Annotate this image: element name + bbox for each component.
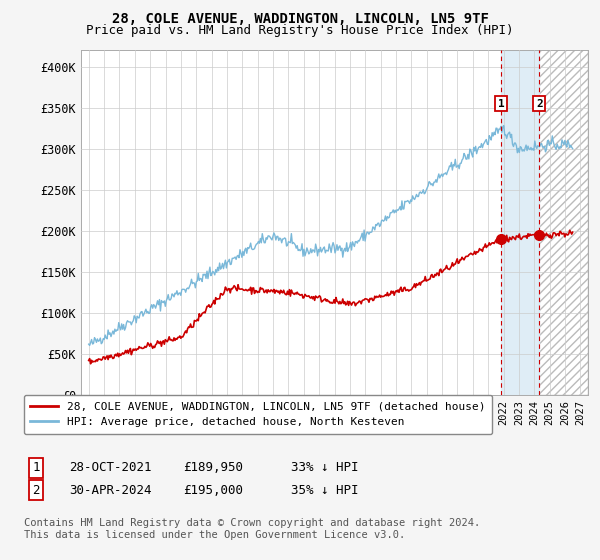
Bar xyxy=(539,50,588,395)
Text: Contains HM Land Registry data © Crown copyright and database right 2024.
This d: Contains HM Land Registry data © Crown c… xyxy=(24,518,480,540)
Text: 2: 2 xyxy=(536,99,542,109)
Text: 1: 1 xyxy=(497,99,504,109)
Text: 35% ↓ HPI: 35% ↓ HPI xyxy=(291,483,359,497)
Text: Price paid vs. HM Land Registry's House Price Index (HPI): Price paid vs. HM Land Registry's House … xyxy=(86,24,514,36)
Bar xyxy=(501,50,539,395)
Text: £195,000: £195,000 xyxy=(183,483,243,497)
Text: 28-OCT-2021: 28-OCT-2021 xyxy=(69,461,151,474)
Text: 1: 1 xyxy=(32,461,40,474)
Text: 33% ↓ HPI: 33% ↓ HPI xyxy=(291,461,359,474)
Text: 2: 2 xyxy=(32,483,40,497)
Text: £189,950: £189,950 xyxy=(183,461,243,474)
Legend: 28, COLE AVENUE, WADDINGTON, LINCOLN, LN5 9TF (detached house), HPI: Average pri: 28, COLE AVENUE, WADDINGTON, LINCOLN, LN… xyxy=(23,395,492,434)
Text: 28, COLE AVENUE, WADDINGTON, LINCOLN, LN5 9TF: 28, COLE AVENUE, WADDINGTON, LINCOLN, LN… xyxy=(112,12,488,26)
Text: 30-APR-2024: 30-APR-2024 xyxy=(69,483,151,497)
